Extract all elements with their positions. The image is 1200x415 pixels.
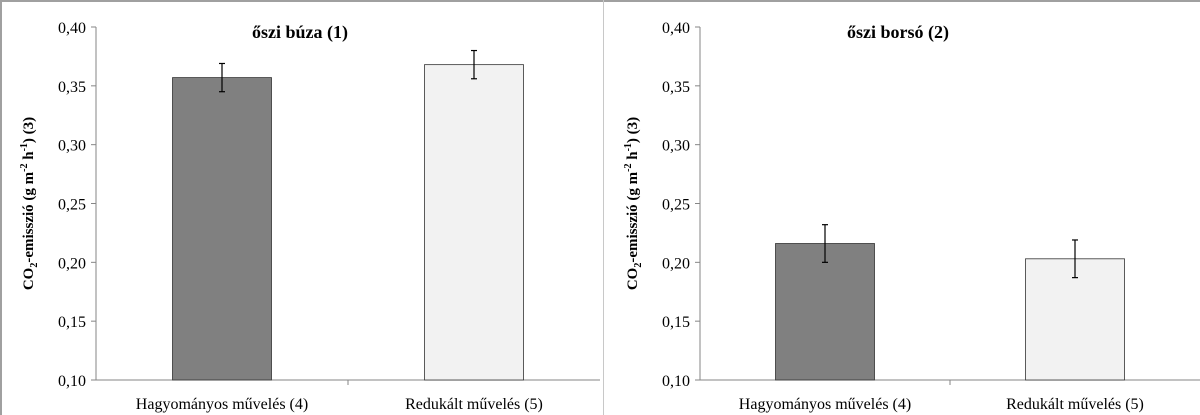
y-axis-label-part: CO	[21, 268, 37, 291]
y-axis-label: CO2-emisszió (g m-2 h-1) (3)	[623, 117, 644, 290]
x-category-label: Hagyományos művelés (4)	[136, 396, 308, 413]
y-tick-label: 0,10	[662, 373, 690, 390]
x-category-label: Hagyományos művelés (4)	[739, 396, 911, 413]
y-axis-label-part: -1	[623, 143, 634, 151]
bar-1	[172, 77, 272, 381]
y-tick-label: 0,40	[58, 20, 86, 37]
y-axis-label-part: -2	[19, 164, 30, 172]
chart-title: őszi borsó (2)	[847, 22, 949, 43]
y-axis-label-part: ) (3)	[625, 117, 641, 143]
y-tick-label: 0,35	[662, 79, 690, 96]
y-tick-label: 0,20	[662, 255, 690, 272]
panel-divider	[603, 0, 604, 415]
y-axis-label-part: -emisszió (g m	[625, 171, 641, 262]
y-axis-label-part: -emisszió (g m	[21, 171, 37, 262]
y-axis-label-part: h	[21, 151, 37, 164]
y-axis-label-part: CO	[625, 268, 641, 291]
y-tick-label: 0,25	[662, 197, 690, 214]
y-axis-label-part: ) (3)	[21, 117, 37, 143]
y-tick-label: 0,30	[58, 138, 86, 155]
y-axis-label-part: 2	[633, 263, 644, 268]
y-axis-label-part: h	[625, 151, 641, 164]
y-tick-label: 0,20	[58, 255, 86, 272]
y-tick-label: 0,10	[58, 373, 86, 390]
bar-1	[775, 243, 875, 381]
y-axis-label-part: -1	[19, 143, 30, 151]
y-axis-label-part: 2	[29, 263, 40, 268]
chart-panel-1: 0,10 0,15 0,20 0,25 0,30 0,35 0,40 Hagyományos …	[19, 20, 600, 413]
y-tick-label: 0,15	[58, 314, 86, 331]
y-tick-label: 0,35	[58, 79, 86, 96]
y-tick-label: 0,30	[662, 138, 690, 155]
bar-2	[1025, 258, 1125, 381]
y-tick-label: 0,40	[662, 20, 690, 37]
chart-title: őszi búza (1)	[252, 22, 348, 43]
chart-panel-2: 0,10 0,15 0,20 0,25 0,30 0,35 0,40 Hagyományos …	[623, 20, 1200, 413]
y-axis-label-part: -2	[623, 164, 634, 172]
x-category-label: Redukált művelés (5)	[405, 396, 543, 413]
y-axis-label: CO2-emisszió (g m-2 h-1) (3)	[19, 117, 40, 290]
y-tick-label: 0,25	[58, 197, 86, 214]
y-tick-label: 0,15	[662, 314, 690, 331]
bar-2	[424, 64, 524, 381]
x-category-label: Redukált művelés (5)	[1006, 396, 1144, 413]
